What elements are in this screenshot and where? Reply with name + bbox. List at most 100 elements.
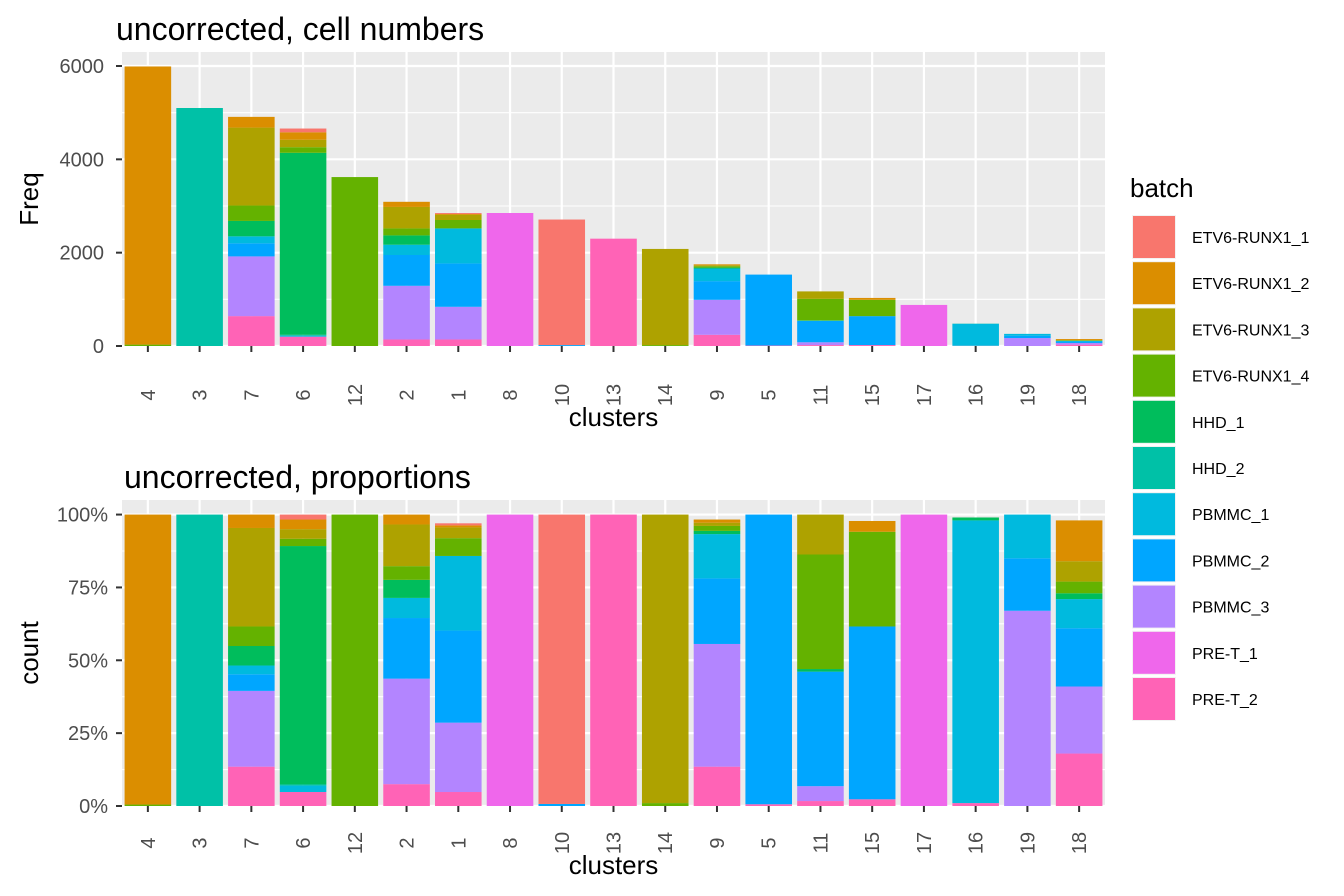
y-tick-label: 4000 xyxy=(60,149,105,171)
bar-segment xyxy=(693,530,741,535)
bar-segment xyxy=(383,206,430,229)
x-tick-label: 10 xyxy=(552,832,574,854)
bar-segment xyxy=(797,671,844,787)
y-tick-label: 6000 xyxy=(60,56,105,78)
bar-segment xyxy=(279,785,327,793)
x-tick-label: 16 xyxy=(966,832,988,854)
bar-segment xyxy=(383,255,430,286)
x-tick-label: 11 xyxy=(810,833,832,854)
x-tick-label: 6 xyxy=(293,837,315,848)
x-tick-label: 7 xyxy=(241,837,263,848)
bar-segment xyxy=(383,524,430,567)
bar-segment xyxy=(538,345,586,346)
legend-label: PBMMC_2 xyxy=(1192,553,1269,570)
bar-segment xyxy=(952,803,999,806)
x-tick-label: 5 xyxy=(759,389,781,400)
bar-segment xyxy=(693,766,741,806)
bar-segment xyxy=(486,514,534,806)
bar-segment xyxy=(538,514,586,804)
bar-segment xyxy=(797,554,844,670)
bar-segment xyxy=(228,220,275,237)
x-tick-label: 2 xyxy=(397,837,419,848)
x-tick-label: 14 xyxy=(655,832,677,854)
bar-segment xyxy=(1004,335,1051,339)
legend-key xyxy=(1133,400,1175,443)
x-tick-label: 5 xyxy=(759,837,781,848)
legend-label: ETV6-RUNX1_4 xyxy=(1192,369,1309,386)
x-tick-label: 15 xyxy=(862,832,884,854)
bar-segment xyxy=(435,630,482,723)
bar-segment xyxy=(383,201,430,207)
bar-segment xyxy=(383,566,430,580)
x-tick-label: 15 xyxy=(862,384,884,406)
bar-segment xyxy=(228,690,275,767)
bar-segment xyxy=(848,626,896,800)
bar-segment xyxy=(383,235,430,245)
x-axis-label: clusters xyxy=(569,402,659,432)
x-tick-label: 8 xyxy=(500,837,522,848)
bar-segment xyxy=(279,336,327,346)
bar-segment xyxy=(952,517,999,521)
bar-segment xyxy=(228,527,275,627)
x-tick-label: 8 xyxy=(500,389,522,400)
legend-title: batch xyxy=(1130,173,1194,203)
bar-segment xyxy=(641,345,689,346)
x-tick-label: 3 xyxy=(190,837,212,848)
legend-key xyxy=(1133,262,1175,305)
bar-segment xyxy=(797,786,844,802)
legend-label: ETV6-RUNX1_3 xyxy=(1192,322,1309,339)
legend-label: HHD_1 xyxy=(1192,415,1245,432)
bar-segment xyxy=(693,299,741,335)
bar-segment xyxy=(1055,561,1103,582)
bar-segment xyxy=(797,669,844,672)
y-tick-label: 75% xyxy=(68,577,108,599)
x-tick-label: 11 xyxy=(810,385,832,406)
bar-segment xyxy=(952,323,999,346)
bar-segment xyxy=(176,108,223,346)
bar-segment xyxy=(693,264,741,266)
bar-segment xyxy=(228,626,275,647)
x-tick-label: 17 xyxy=(914,832,936,854)
bar-segment xyxy=(124,66,172,345)
bar-segment xyxy=(228,116,275,128)
bar-segment xyxy=(1004,333,1051,336)
bar-segment xyxy=(693,281,741,300)
bar-segment xyxy=(693,522,741,526)
bar-segment xyxy=(435,263,482,307)
y-tick-label: 2000 xyxy=(60,243,105,265)
x-tick-label: 13 xyxy=(604,832,626,854)
x-axis-label: clusters xyxy=(569,850,659,880)
bar-segment xyxy=(435,339,482,346)
bar-segment xyxy=(797,514,844,555)
bar-segment xyxy=(124,804,172,806)
x-tick-label: 2 xyxy=(397,389,419,400)
chart-title: uncorrected, proportions xyxy=(124,459,471,495)
x-tick-label: 6 xyxy=(293,389,315,400)
y-tick-label: 100% xyxy=(57,505,108,527)
bar-segment xyxy=(797,320,844,343)
bar-segment xyxy=(797,345,844,346)
x-tick-label: 14 xyxy=(655,384,677,406)
bar-segment xyxy=(124,344,172,346)
bar-segment xyxy=(900,514,948,806)
bar-segment xyxy=(693,268,741,282)
legend-label: HHD_2 xyxy=(1192,461,1245,478)
bar-segment xyxy=(228,514,275,528)
bar-segment xyxy=(279,546,327,785)
bar-segment xyxy=(848,799,896,806)
bar-segment xyxy=(590,514,637,806)
bar-segment xyxy=(745,804,792,806)
bar-segment xyxy=(848,531,896,627)
bar-segment xyxy=(1055,753,1103,806)
bar-segment xyxy=(1004,514,1051,559)
bar-segment xyxy=(279,147,327,153)
bar-segment xyxy=(383,618,430,679)
x-tick-label: 18 xyxy=(1069,832,1091,854)
x-tick-label: 18 xyxy=(1069,384,1091,406)
bar-segment xyxy=(435,525,482,528)
bar-segment xyxy=(1055,599,1103,629)
bar-segment xyxy=(1055,342,1103,345)
bar-segment xyxy=(228,236,275,244)
chart-panel-2: 0%25%50%75%100%4 3 7 6 12 2 1 8 10 13 14 9 5 11 15 17 16… xyxy=(14,459,1105,880)
